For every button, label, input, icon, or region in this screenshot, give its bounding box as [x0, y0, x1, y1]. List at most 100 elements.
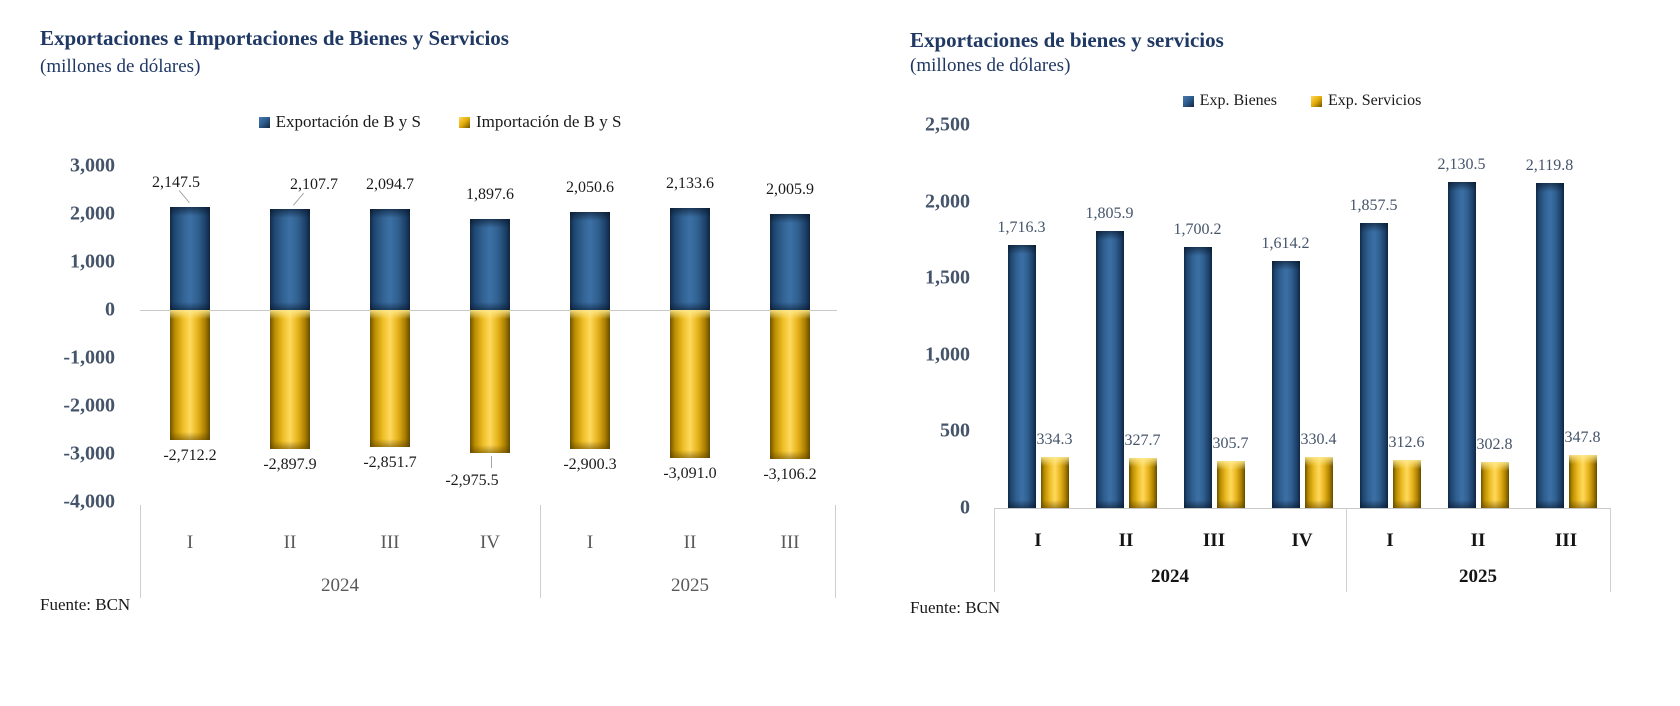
legend-item-exp-bienes: Exp. Bienes: [1182, 92, 1277, 110]
legend-item-importacion: Importación de B y S: [459, 112, 621, 132]
legend-item-exportacion: Exportación de B y S: [258, 112, 421, 132]
import-bar: [370, 310, 410, 447]
import-bar: [1040, 456, 1069, 509]
legend-label: Exp. Bienes: [1199, 92, 1277, 109]
bar-data-label: 327.7: [1124, 431, 1161, 449]
x-category-label: IV: [1291, 530, 1313, 551]
bar-data-label: 330.4: [1300, 431, 1337, 449]
bar-data-label: -3,091.0: [663, 465, 717, 483]
plot-area: 3,000 2,000 1,000 0 -1,000 -2,000 -3,000 -4,000…: [63, 154, 837, 598]
bar-data-label: 305.7: [1212, 435, 1249, 453]
bar-data-label: 1,614.2: [1261, 234, 1310, 252]
x-category-label: I: [586, 532, 594, 553]
import-bar: [570, 310, 610, 450]
bar-data-label: -2,975.5: [445, 471, 499, 489]
bar-data-label: 2,147.5: [152, 173, 200, 191]
bar-data-label: 1,700.2: [1173, 221, 1222, 239]
x-category-label: II: [283, 532, 297, 553]
bar-data-label: 347.8: [1564, 428, 1601, 446]
chart-subtitle: (millones de dólares): [910, 55, 1071, 76]
bar-data-label: -2,712.2: [163, 447, 217, 465]
import-bar: [1568, 454, 1597, 509]
axis-divider: [140, 505, 141, 598]
chart-title: Exportaciones de bienes y servicios: [910, 28, 1224, 52]
legend-label: Exp. Servicios: [1328, 92, 1422, 109]
bar-data-label: 2,119.8: [1525, 157, 1574, 175]
source-note: Fuente: BCN: [910, 598, 1001, 617]
export-bar: [1535, 183, 1564, 508]
chart-exports-breakdown-panel: Exportaciones de bienes y servicios (mil…: [840, 0, 1680, 706]
year-group-label: 2025: [671, 575, 709, 596]
bar-data-label: -2,897.9: [263, 456, 317, 474]
x-category-label: I: [186, 532, 194, 553]
x-axis-baseline: [994, 508, 1610, 509]
y-axis-tick-label: 3,000: [70, 154, 115, 177]
import-bar: [1392, 460, 1421, 508]
year-group-label: 2025: [1459, 566, 1497, 587]
y-axis-tick-label: -1,000: [63, 346, 115, 369]
import-bar: [1304, 457, 1333, 508]
import-bar: [770, 310, 810, 460]
bar-data-label: -2,900.3: [563, 456, 617, 474]
bar-data-label: 334.3: [1036, 430, 1073, 448]
x-category-label: I: [1034, 530, 1042, 551]
source-note: Fuente: BCN: [40, 595, 131, 614]
y-axis-tick-label: 2,000: [70, 202, 115, 225]
x-category-label: IV: [479, 532, 501, 553]
x-category-label: I: [1386, 530, 1394, 551]
legend-swatch-gold-icon: [459, 116, 470, 128]
axis-divider: [1346, 508, 1347, 592]
import-bar: [270, 310, 310, 450]
y-axis-tick-label: 2,500: [925, 113, 970, 136]
import-bar: [470, 310, 510, 453]
import-bar: [1128, 457, 1157, 509]
import-bar: [670, 310, 710, 459]
x-category-label: II: [1118, 530, 1134, 551]
export-bar: [1447, 181, 1476, 509]
axis-divider: [994, 508, 995, 592]
export-bar: [1359, 223, 1388, 508]
legend-label: Exportación de B y S: [275, 112, 421, 131]
y-axis-tick-label: 0: [105, 298, 115, 321]
export-bar: [670, 207, 710, 311]
export-bar: [170, 206, 210, 311]
label-leader-line: [293, 192, 305, 206]
chart-subtitle: (millones de dólares): [40, 56, 201, 77]
x-category-label: II: [683, 532, 697, 553]
bar-data-label: 2,050.6: [566, 178, 614, 196]
y-axis-tick-label: -4,000: [63, 490, 115, 513]
year-group-label: 2024: [1151, 566, 1189, 587]
export-bar: [1271, 260, 1300, 509]
axis-divider: [540, 505, 541, 598]
import-bar: [1216, 461, 1245, 508]
bar-data-label: 312.6: [1388, 434, 1425, 452]
export-bar: [1183, 247, 1212, 508]
bar-data-label: 2,107.7: [290, 175, 338, 193]
export-bar: [1007, 244, 1036, 508]
bar-data-label: 2,133.6: [666, 174, 714, 192]
bar-data-label: 1,897.6: [466, 185, 514, 203]
export-bar: [570, 211, 610, 311]
axis-divider: [835, 505, 836, 598]
label-leader-line: [178, 190, 190, 203]
export-bar: [770, 213, 810, 311]
bar-data-label: 1,857.5: [1349, 197, 1398, 215]
chart-title: Exportaciones e Importaciones de Bienes …: [40, 26, 509, 50]
y-axis-tick-label: 0: [960, 496, 970, 519]
import-bar: [1480, 461, 1509, 509]
bar-data-label: -3,106.2: [763, 466, 817, 484]
bar-data-label: 1,805.9: [1085, 205, 1134, 223]
y-axis-tick-label: -2,000: [63, 394, 115, 417]
bar-data-label: 1,716.3: [997, 218, 1046, 236]
export-bar: [470, 218, 510, 311]
import-bar: [170, 310, 210, 441]
x-category-label: III: [1202, 530, 1226, 551]
year-group-label: 2024: [321, 575, 359, 596]
bar-data-label: -2,851.7: [363, 453, 417, 471]
y-axis-tick-label: 1,000: [925, 343, 970, 366]
bar-data-label: 302.8: [1476, 435, 1513, 453]
y-axis-tick-label: 1,500: [925, 266, 970, 289]
plot-area: 2,500 2,000 1,500 1,000 500 0 I II III IV I II III 20…: [840, 0, 1680, 706]
legend: Exportación de B y S Importación de B y …: [140, 112, 740, 132]
